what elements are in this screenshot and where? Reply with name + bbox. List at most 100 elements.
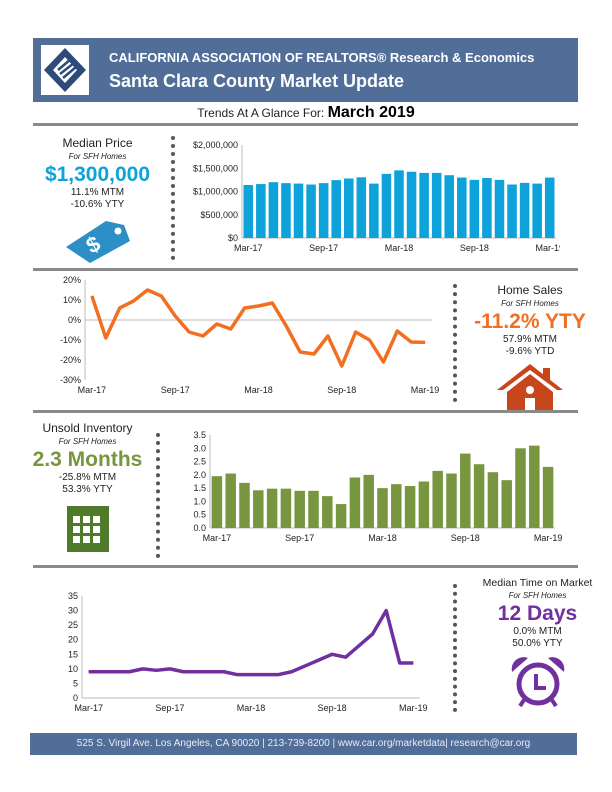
bar (391, 484, 402, 528)
bar (507, 184, 517, 238)
y-tick-label: 0% (68, 315, 81, 325)
x-tick-label: Mar-19 (535, 243, 560, 253)
bar (487, 472, 499, 528)
dotted-divider (171, 136, 175, 260)
data-point (209, 671, 211, 673)
data-point (258, 305, 259, 307)
x-tick-label: Mar-19 (411, 385, 440, 395)
bar (306, 184, 316, 238)
bar (239, 482, 250, 528)
divider (33, 123, 578, 126)
dotted-divider (156, 433, 160, 558)
home-sales-chart: -30% -20% -10% 0% 10% 20% Mar-17 Sep-17 Mar-18 Se… (60, 275, 440, 395)
y-tick-label: 20 (68, 635, 78, 645)
report-title: Santa Clara County Market Update (109, 71, 405, 91)
bar (343, 178, 354, 238)
data-point (188, 331, 190, 333)
price-tag-icon: $ (65, 221, 130, 263)
data-point (396, 330, 398, 332)
bar (331, 180, 341, 238)
x-tick-label: Mar-18 (385, 243, 414, 253)
data-point (271, 302, 273, 304)
y-tick-label: 25 (68, 620, 78, 630)
data-point (358, 645, 360, 647)
mtm-change: 57.9% MTM (503, 334, 557, 345)
y-tick-label: 10% (63, 295, 81, 305)
data-point (230, 328, 232, 330)
y-tick-label: -10% (60, 335, 81, 345)
bar (529, 445, 540, 528)
data-point (424, 341, 426, 343)
bar (256, 184, 266, 238)
bar (394, 170, 404, 238)
bar (432, 470, 443, 528)
data-point (345, 656, 347, 658)
y-tick-label: 1.0 (193, 496, 206, 506)
bar (482, 178, 492, 238)
inventory-value: 2.3 Months (32, 448, 143, 471)
x-tick-label: Sep-17 (285, 533, 314, 543)
panel-subtitle: For SFH Homes (501, 299, 559, 308)
bar (335, 504, 347, 528)
median-price-chart: $0 $500,000 $1,000,000 $1,500,000 $2,000,000… (193, 140, 560, 253)
bar (419, 172, 429, 238)
x-tick-label: Mar-17 (75, 703, 104, 713)
data-point (160, 295, 162, 297)
y-tick-label: $500,000 (200, 210, 238, 220)
data-point (223, 671, 225, 673)
bar (460, 453, 471, 528)
bar (211, 476, 223, 528)
x-tick-label: Mar-18 (237, 703, 266, 713)
bar (473, 464, 485, 528)
bar (431, 172, 442, 238)
bar (544, 177, 555, 238)
y-tick-label: 5 (73, 678, 78, 688)
trends-period: March 2019 (327, 104, 415, 121)
panel-subtitle: For SFH Homes (68, 152, 127, 161)
time-on-market-chart: 0 5 10 15 20 25 30 35 Mar-17 Sep-17 Mar-18 Sep-18 Ma… (68, 591, 428, 713)
ytd-change: -9.6% YTD (505, 346, 555, 357)
median-price-value: $1,300,000 (44, 163, 151, 186)
panel-title: Median Price (62, 136, 133, 150)
y-tick-label: 2.5 (193, 457, 206, 467)
data-point (105, 337, 107, 339)
bar (515, 448, 526, 528)
y-tick-label: 10 (68, 664, 78, 674)
y-tick-label: 30 (68, 606, 78, 616)
x-tick-label: Mar-17 (203, 533, 232, 543)
bar (349, 477, 361, 528)
home-sales-value: -11.2% YTY (474, 310, 586, 333)
panel-title: Median Time on Market (482, 577, 593, 589)
data-point (318, 659, 320, 661)
data-point (382, 361, 384, 363)
data-point (115, 671, 117, 673)
inventory-chart: 0.0 0.5 1.0 1.5 2.0 2.5 3.0 3.5 Mar-17 Sep-17 Mar-… (193, 430, 562, 543)
bar (532, 183, 542, 238)
dotted-divider (453, 584, 457, 712)
x-tick-label: Sep-18 (451, 533, 480, 543)
data-point (327, 335, 329, 337)
data-point (412, 662, 414, 664)
bar (501, 480, 512, 528)
mtm-change: 0.0% MTM (513, 626, 562, 637)
series-line (90, 288, 426, 368)
data-point (244, 307, 246, 309)
bar (268, 182, 279, 238)
data-point (236, 674, 238, 676)
data-point (133, 300, 135, 302)
y-tick-label: $1,000,000 (193, 187, 238, 197)
bar (356, 177, 367, 238)
bar (225, 473, 236, 528)
panel-subtitle: For SFH Homes (508, 591, 567, 600)
data-point (372, 633, 374, 635)
data-point (155, 669, 157, 671)
y-tick-label: 3.5 (193, 430, 206, 440)
bar (418, 481, 430, 528)
data-point (277, 674, 279, 676)
dotted-divider (453, 284, 457, 402)
x-tick-label: Mar-17 (78, 385, 107, 395)
bar (494, 179, 505, 238)
x-tick-label: Mar-17 (234, 243, 263, 253)
car-logo (41, 45, 89, 95)
